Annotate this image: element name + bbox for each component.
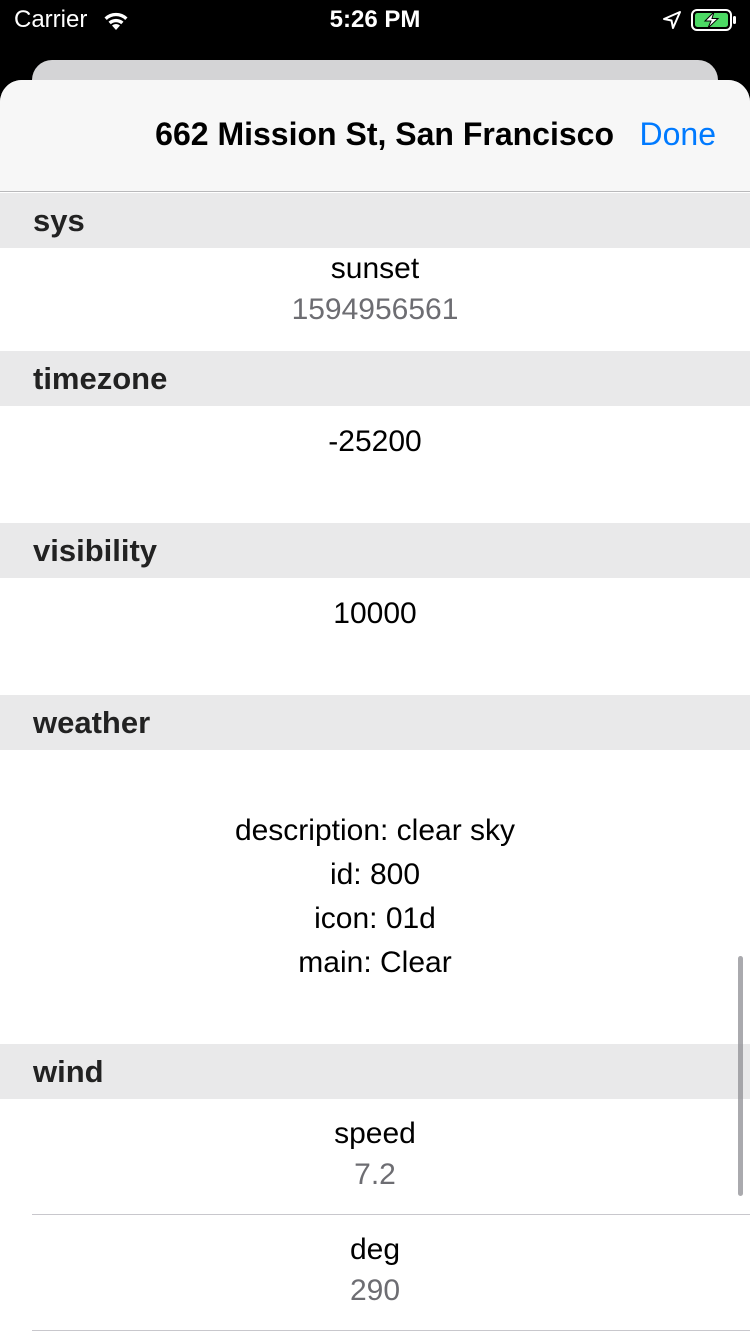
- row-value: 1594956561: [291, 293, 459, 326]
- navigation-bar: 662 Mission St, San Francisco Done: [0, 80, 750, 192]
- table-row[interactable]: 10000: [0, 578, 750, 695]
- page-title: 662 Mission St, San Francisco: [155, 116, 614, 152]
- section-header-wind: wind: [0, 1044, 750, 1099]
- done-button[interactable]: Done: [639, 116, 717, 152]
- row-value: 7.2: [354, 1158, 396, 1191]
- section-header-sys: sys: [0, 193, 750, 248]
- row-value: 10000: [333, 597, 417, 630]
- weather-id: id: 800: [329, 858, 421, 891]
- scroll-indicator[interactable]: [738, 956, 743, 1196]
- section-title: sys: [33, 203, 85, 238]
- section-title: visibility: [33, 533, 158, 568]
- table-row[interactable]: -25200: [0, 406, 750, 523]
- row-key: speed: [334, 1117, 416, 1150]
- row-key: sunset: [330, 252, 420, 285]
- clock: 5:26 PM: [329, 6, 421, 33]
- carrier-label: Carrier: [14, 6, 88, 33]
- location-arrow-icon: [663, 11, 681, 29]
- status-bar: Carrier 5:26 PM: [0, 0, 750, 40]
- table-row[interactable]: sunset 1594956561: [0, 248, 750, 351]
- table-view[interactable]: sys sunset 1594956561 timezone -25200 vi…: [0, 193, 750, 1331]
- detail-sheet: 662 Mission St, San Francisco Done sys s…: [0, 80, 750, 1334]
- row-separator: [32, 1330, 750, 1331]
- section-title: weather: [33, 705, 151, 740]
- section-header-timezone: timezone: [0, 351, 750, 406]
- row-value: -25200: [328, 425, 422, 458]
- section-title: timezone: [33, 361, 168, 396]
- section-title: wind: [33, 1054, 104, 1089]
- battery-charging-icon: [691, 9, 736, 31]
- row-value-multiline: description: clear sky id: 800 icon: 01d…: [0, 809, 750, 985]
- row-key: deg: [349, 1233, 401, 1266]
- wifi-icon: [104, 12, 128, 30]
- table-row[interactable]: deg 290: [0, 1215, 750, 1331]
- row-value: 290: [349, 1274, 401, 1307]
- weather-description: description: clear sky: [234, 814, 516, 847]
- weather-main: main: Clear: [298, 946, 452, 979]
- table-row[interactable]: description: clear sky id: 800 icon: 01d…: [0, 750, 750, 1044]
- weather-icon-code: icon: 01d: [314, 902, 436, 935]
- table-row[interactable]: speed 7.2: [0, 1099, 750, 1215]
- row-separator: [32, 1214, 750, 1215]
- section-header-weather: weather: [0, 695, 750, 750]
- section-header-visibility: visibility: [0, 523, 750, 578]
